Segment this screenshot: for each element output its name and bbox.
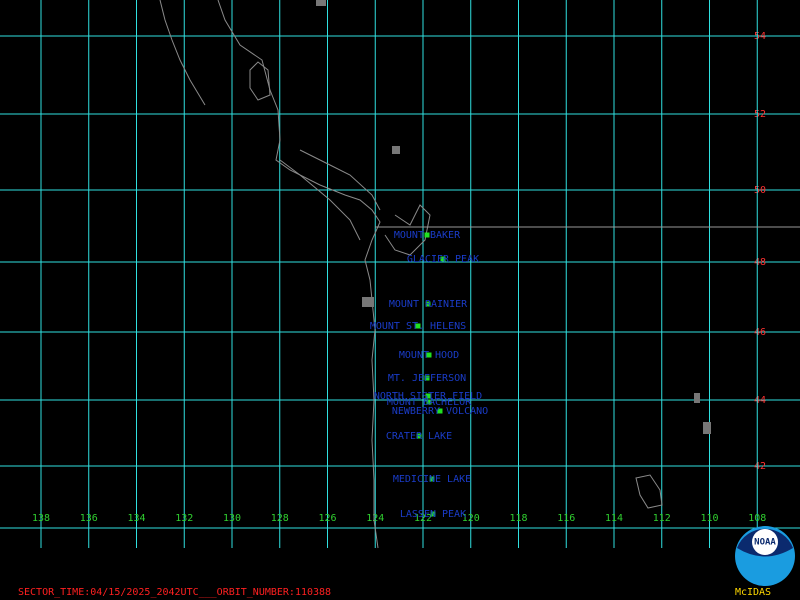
volcano-label: GLACIER PEAK [407,254,479,265]
volcano-marker [426,352,432,358]
longitude-label: 138 [32,513,50,524]
longitude-label: 116 [557,513,575,524]
volcano-marker [430,511,436,517]
longitude-label: 120 [462,513,480,524]
volcano-label: MOUNT BAKER [394,230,461,241]
longitude-label: 132 [175,513,193,524]
longitude-label: 128 [271,513,289,524]
latitude-label: 46 [754,327,766,338]
volcano-marker [424,232,430,238]
longitude-label: 136 [80,513,98,524]
volcano-label: NORTH SISTER FIELD [374,391,482,402]
latitude-label: 44 [754,395,766,406]
latitude-label: 50 [754,185,766,196]
cloud-patches [316,0,711,434]
logo-bird [752,529,778,555]
volcano-marker [416,433,422,439]
volcano-layer: MOUNT BAKER GLACIER PEAK MOUNT RAINIER MOUN… [370,230,488,520]
logo-text: NOAA [754,538,776,548]
volcano-label: MOUNT HOOD [399,350,459,361]
coastline [159,0,800,549]
longitude-label: 124 [366,513,384,524]
volcano-marker [437,408,443,414]
longitude-label: 108 [748,513,766,524]
volcano-label: MEDICINE LAKE [393,474,471,485]
latitude-label: 48 [754,257,766,268]
volcano-marker [415,323,421,329]
longitude-label: 110 [700,513,718,524]
longitude-label: 126 [318,513,336,524]
longitude-label: 130 [223,513,241,524]
latitude-label: 52 [754,109,766,120]
volcano-marker [426,399,432,405]
volcano-label: CRATER LAKE [386,431,452,442]
volcano-label: MOUNT BACHELOR [387,397,472,408]
longitude-label: 112 [653,513,671,524]
logo-caption: McIDAS [735,587,771,598]
longitude-label: 118 [509,513,527,524]
volcano-marker [424,375,430,381]
volcano-label: MT. JEFFERSON [388,373,466,384]
volcano-label: LASSEN PEAK [400,509,466,520]
volcano-marker [425,393,431,399]
volcano-marker [425,301,431,307]
volcano-marker [440,256,446,262]
volcano-marker [429,476,435,482]
latitude-label: 54 [754,31,766,42]
footer-text: SECTOR_TIME:04/15/2025_2042UTC___ORBIT_N… [18,587,331,598]
volcano-label: MOUNT ST. HELENS [370,321,466,332]
latitude-label: 42 [754,461,766,472]
noaa-logo: NOAA McIDAS [735,526,795,598]
volcano-label: MOUNT RAINIER [389,299,468,310]
volcano-label: NEWBERRY VOLCANO [392,406,488,417]
grid: 54 52 50 48 46 44 42 138 136 134 132 130 128 126 124 12… [0,0,800,548]
longitude-label: 122 [414,513,432,524]
longitude-label: 114 [605,513,623,524]
longitude-label: 134 [127,513,145,524]
